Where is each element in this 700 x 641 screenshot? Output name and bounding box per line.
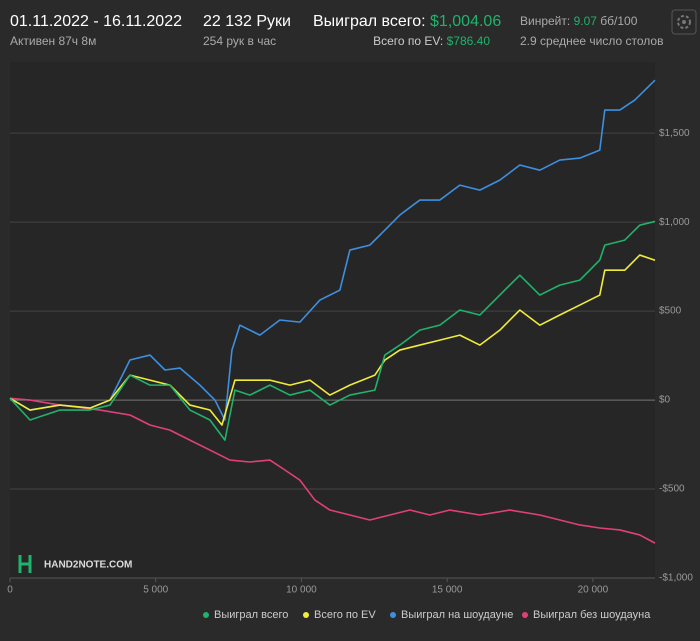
legend-marker <box>203 612 209 618</box>
x-tick-label: 5 000 <box>143 585 168 596</box>
won-value: $1,004.06 <box>430 13 501 30</box>
legend-label: Выиграл без шоудауна <box>533 609 651 621</box>
x-tick-label: 0 <box>7 585 13 596</box>
y-tick-label: -$500 <box>659 484 685 495</box>
date-range: 01.11.2022 - 16.11.2022 <box>10 13 182 30</box>
winrate: Винрейт: 9.07 бб/100 <box>520 14 638 28</box>
legend-marker <box>303 612 309 618</box>
series-line <box>9 79 656 421</box>
x-tick-label: 20 000 <box>578 585 609 596</box>
ev-value: $786.40 <box>447 34 491 48</box>
winrate-label: Винрейт: <box>520 14 570 28</box>
tables: 2.9 среднее число столов <box>520 34 663 48</box>
series-line <box>9 254 656 426</box>
legend-marker <box>390 612 396 618</box>
winrate-unit: бб/100 <box>600 14 637 28</box>
legend-label: Выиграл всего <box>214 609 288 621</box>
won-total: Выиграл всего: $1,004.06 <box>313 13 501 30</box>
hands: 22 132 Руки <box>203 13 291 30</box>
legend-label: Выиграл на шоудауне <box>401 609 513 621</box>
hands-per-hour: 254 рук в час <box>203 34 276 48</box>
ev-label: Всего по EV: <box>373 34 443 48</box>
legend-marker <box>522 612 528 618</box>
ev-total: Всего по EV: $786.40 <box>373 34 490 48</box>
won-label: Выиграл всего: <box>313 13 426 30</box>
series-line <box>9 397 656 544</box>
y-tick-label: $500 <box>659 306 682 317</box>
plot-area <box>10 62 655 578</box>
y-tick-label: $1,000 <box>659 217 690 228</box>
logo: HAND2NOTE.COM <box>18 555 132 573</box>
series-line <box>9 220 656 441</box>
x-tick-label: 15 000 <box>432 585 463 596</box>
x-tick-label: 10 000 <box>286 585 317 596</box>
watermark: HAND2NOTE.COM <box>44 560 132 571</box>
active-time: Активен 87ч 8м <box>10 34 96 48</box>
y-tick-label: $0 <box>659 395 671 406</box>
settings-icon[interactable] <box>671 9 697 35</box>
y-tick-label: -$1,000 <box>659 573 693 584</box>
y-tick-label: $1,500 <box>659 128 690 139</box>
legend-label: Всего по EV <box>314 609 376 621</box>
winrate-value: 9.07 <box>574 14 598 28</box>
